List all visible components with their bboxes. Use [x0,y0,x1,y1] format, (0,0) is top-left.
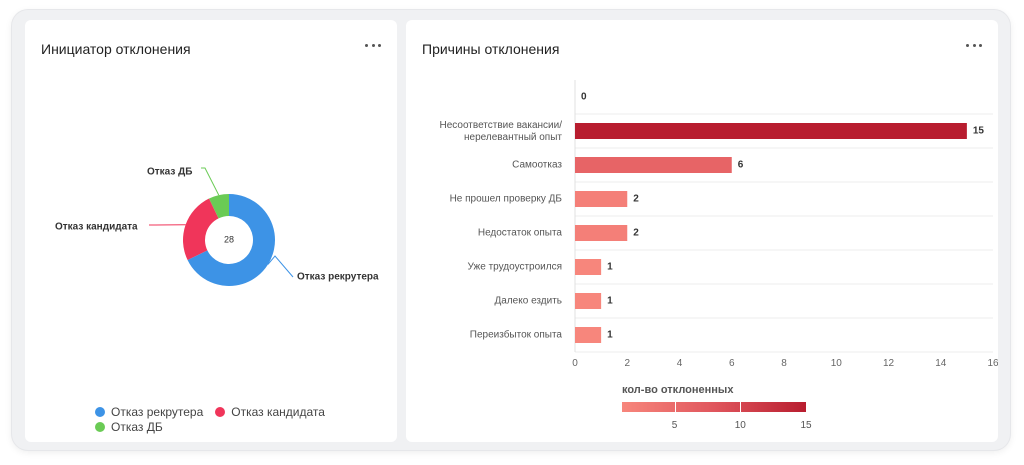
color-scale-bar [622,402,806,412]
bar-category-label: Далеко ездить [495,296,562,307]
legend-dot-icon [215,407,226,417]
legend-label: Отказ ДБ [111,420,163,434]
reasons-card: Причины отклонения 0 Несоответствие вакан… [406,20,998,442]
donut-center-total: 28 [224,234,234,244]
legend-item[interactable]: Отказ ДБ [95,420,163,434]
bar-value-label: 15 [973,126,985,137]
bar[interactable] [575,191,628,207]
color-scale-label: 10 [734,420,746,431]
bar-value-label: 1 [607,330,613,341]
donut-slice-label: Отказ кандидата [55,222,138,233]
legend-label: Отказ рекрутера [111,405,204,419]
bar[interactable] [575,123,967,139]
bar-category-label: Недостаток опыта [478,228,563,239]
reasons-more-icon[interactable] [966,40,982,50]
bar[interactable] [575,259,602,275]
donut-leader-line [201,167,220,196]
bar-chart: 0 Несоответствие вакансии/нерелевантный о… [440,80,998,369]
legend-dot-icon [95,407,105,417]
bar-category-label: Самоотказ [512,160,562,171]
x-tick-label: 16 [987,358,998,369]
legend-label: Отказ кандидата [231,405,325,419]
color-scale-tick [674,402,676,412]
bar-value-label: 1 [607,262,613,273]
x-tick-label: 10 [831,358,843,369]
bar[interactable] [575,225,628,241]
x-tick-label: 2 [624,358,630,369]
color-scale-label: 15 [800,420,812,431]
donut-leader-line [267,255,294,278]
donut-slice-label: Отказ рекрутера [297,272,379,283]
legend-dot-icon [95,422,105,432]
legend-item[interactable]: Отказ рекрутера [95,405,203,419]
x-tick-label: 8 [781,358,787,369]
color-scale-label: 5 [671,420,678,431]
bar[interactable] [575,327,602,343]
donut-slice-label: Отказ ДБ [147,167,192,178]
color-scale-title: кол-во отклоненных [622,384,734,396]
bar-category-label: Переизбыток опыта [470,329,563,341]
color-scale-tick [740,402,742,412]
bar-value-label: 0 [581,92,587,103]
donut-slice[interactable] [187,193,275,286]
donut-chart: Отказ рекрутера Отказ кандидата Отказ ДБ 28 [55,167,379,286]
x-tick-label: 4 [677,358,683,369]
x-tick-label: 0 [572,358,578,369]
x-tick-label: 14 [935,358,947,369]
bar-value-label: 2 [633,194,639,205]
dashboard-frame: Инициатор отклонения Отказ рекрутера Отка… [12,10,1010,450]
donut-slice[interactable] [209,194,229,219]
bar-category-label: Не прошел проверку ДБ [450,194,563,205]
bar[interactable] [575,293,602,309]
bar[interactable] [575,157,732,173]
legend-item[interactable]: Отказ кандидата [215,405,325,419]
x-tick-label: 12 [883,358,895,369]
bar-value-label: 2 [633,228,639,239]
bar-value-label: 6 [738,160,744,171]
bar-category-label: Уже трудоустроился [468,262,562,273]
donut-legend: Отказ рекрутера Отказ кандидата Отказ ДБ [95,405,375,435]
x-tick-label: 6 [729,358,735,369]
initiator-card: Инициатор отклонения Отказ рекрутера Отка… [25,20,397,442]
initiator-more-icon[interactable] [365,40,381,50]
reasons-card-title: Причины отклонения [422,41,560,57]
bar-value-label: 1 [607,296,613,307]
initiator-card-title: Инициатор отклонения [41,41,191,57]
donut-slice[interactable] [183,198,219,260]
bar-category-label: Несоответствие вакансии/нерелевантный оп… [440,120,563,143]
